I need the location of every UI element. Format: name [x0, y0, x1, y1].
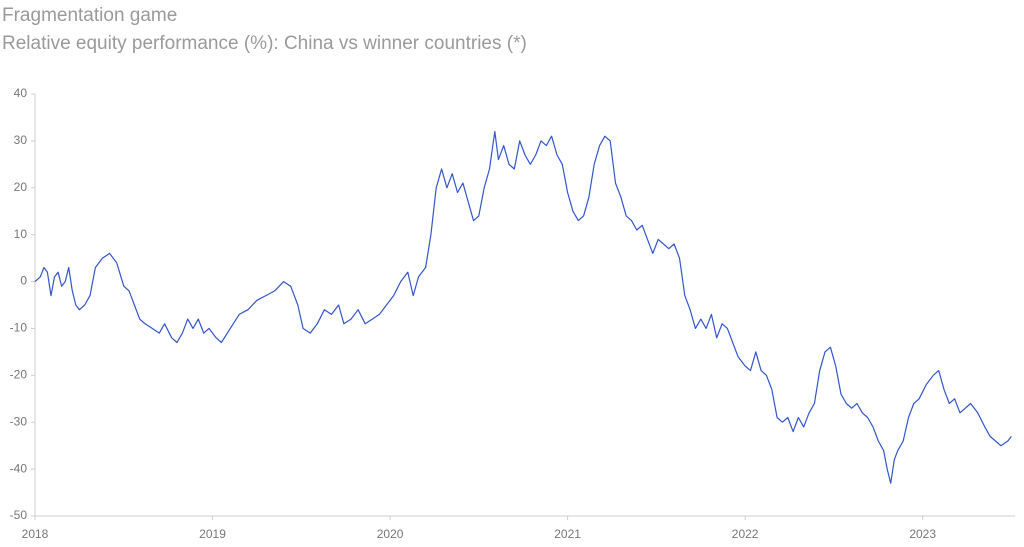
- x-tick-label: 2023: [909, 527, 936, 541]
- chart-subtitle: Relative equity performance (%): China v…: [2, 33, 527, 54]
- y-tick-label: 0: [20, 274, 27, 288]
- x-tick-label: 2018: [22, 527, 49, 541]
- y-tick-label: -40: [10, 461, 28, 475]
- x-tick-label: 2020: [377, 527, 404, 541]
- y-tick-label: 20: [14, 180, 28, 194]
- y-tick-label: -50: [10, 508, 28, 522]
- y-tick-label: 40: [14, 86, 28, 100]
- y-tick-label: -10: [10, 321, 28, 335]
- data-line: [34, 130, 1012, 484]
- x-tick-label: 2022: [732, 527, 759, 541]
- x-tick-label: 2019: [199, 527, 226, 541]
- chart-title: Fragmentation game: [2, 5, 177, 26]
- y-tick-label: 30: [14, 133, 28, 147]
- y-tick-label: -30: [10, 414, 28, 428]
- y-tick-label: -20: [10, 368, 28, 382]
- x-tick-label: 2021: [554, 527, 581, 541]
- y-tick-label: 10: [14, 227, 28, 241]
